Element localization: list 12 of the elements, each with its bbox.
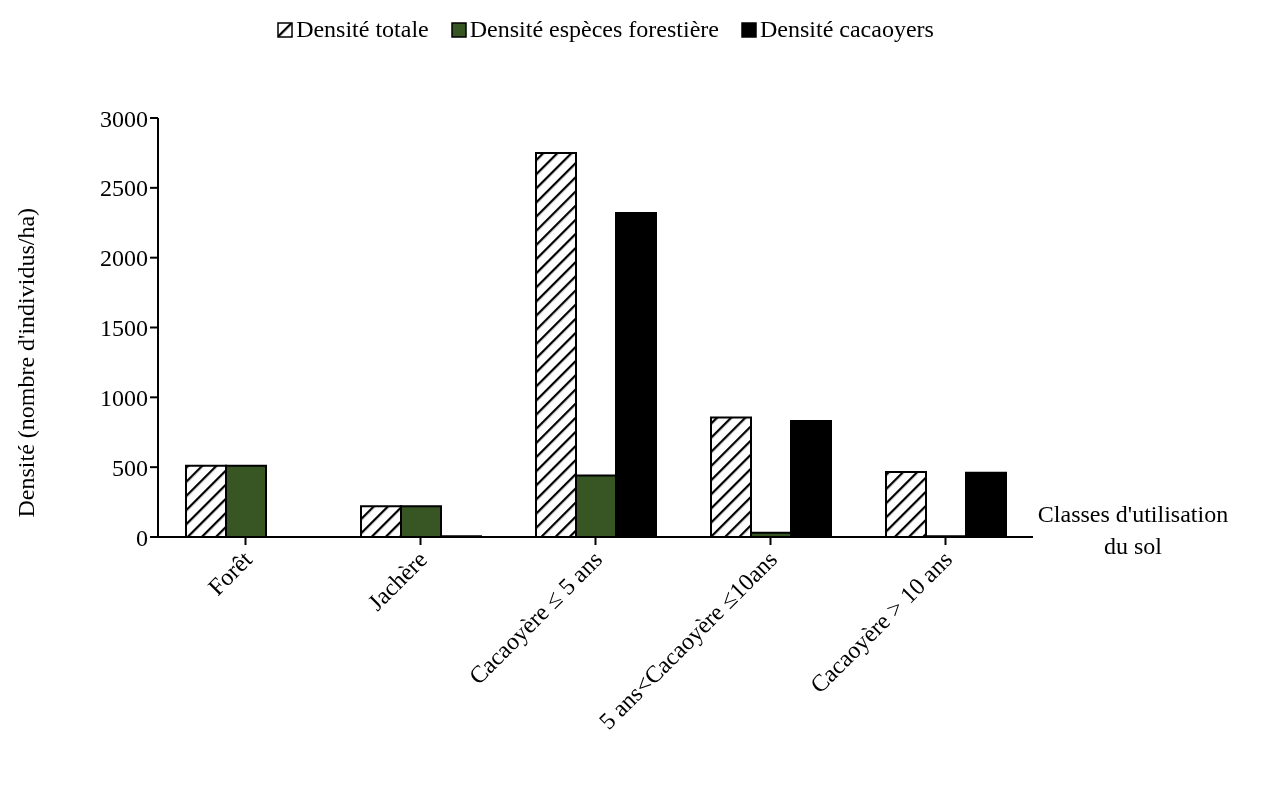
legend-label: Densité espèces forestière [468,16,719,43]
y-axis-title: Densité (nombre d'individus/ha) [12,207,39,518]
y-tick-label: 3000 [100,105,148,132]
x-axis-title: Classes d'utilisation du sol [1036,500,1230,561]
y-tick-label: 1000 [100,384,148,411]
legend-label: Densité cacaoyers [758,16,934,43]
y-tick-label: 500 [112,454,148,481]
y-tick-label: 1500 [100,315,148,342]
legend-label: Densité totale [295,16,429,43]
y-tick-label: 0 [136,524,148,551]
y-tick-label: 2000 [100,245,148,272]
y-tick-label: 2500 [100,175,148,202]
